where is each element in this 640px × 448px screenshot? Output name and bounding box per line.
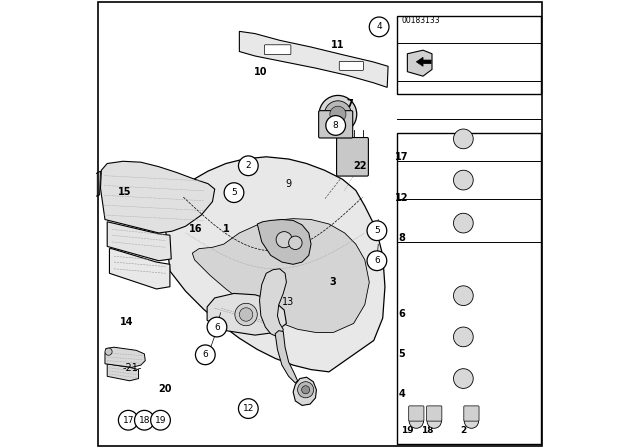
Text: 20: 20 xyxy=(159,384,172,394)
Circle shape xyxy=(454,369,473,388)
Circle shape xyxy=(367,221,387,241)
Polygon shape xyxy=(192,219,369,332)
Text: 5: 5 xyxy=(374,226,380,235)
Polygon shape xyxy=(109,249,170,289)
Circle shape xyxy=(330,106,346,122)
Polygon shape xyxy=(275,331,298,383)
Text: 3: 3 xyxy=(329,277,336,287)
Text: 8: 8 xyxy=(398,233,405,243)
Text: 22: 22 xyxy=(353,161,367,171)
Circle shape xyxy=(239,308,253,321)
Text: 5: 5 xyxy=(231,188,237,197)
Circle shape xyxy=(195,345,215,365)
Text: 2: 2 xyxy=(246,161,251,170)
Text: 6: 6 xyxy=(398,310,405,319)
Circle shape xyxy=(324,101,351,128)
FancyBboxPatch shape xyxy=(397,133,541,444)
Circle shape xyxy=(326,116,346,135)
Circle shape xyxy=(427,414,442,428)
Polygon shape xyxy=(165,157,385,372)
Text: -21-: -21- xyxy=(122,363,141,373)
Circle shape xyxy=(105,348,112,355)
Circle shape xyxy=(134,410,154,430)
Text: 17: 17 xyxy=(122,416,134,425)
Circle shape xyxy=(289,236,302,250)
Text: 12: 12 xyxy=(243,404,254,413)
Text: 16: 16 xyxy=(189,224,202,234)
Circle shape xyxy=(454,213,473,233)
Text: 17: 17 xyxy=(395,152,408,162)
Polygon shape xyxy=(92,171,100,197)
Circle shape xyxy=(150,410,170,430)
Circle shape xyxy=(224,183,244,202)
Polygon shape xyxy=(407,50,432,76)
Text: 14: 14 xyxy=(120,317,133,327)
Text: 15: 15 xyxy=(118,187,132,197)
Circle shape xyxy=(464,414,479,428)
Text: 18: 18 xyxy=(139,416,150,425)
Circle shape xyxy=(454,129,473,149)
Circle shape xyxy=(454,327,473,347)
Circle shape xyxy=(235,303,257,326)
Circle shape xyxy=(454,286,473,306)
Polygon shape xyxy=(239,31,388,87)
Text: 4: 4 xyxy=(376,22,382,31)
Text: 18: 18 xyxy=(421,426,434,435)
Text: 9: 9 xyxy=(285,179,292,189)
Polygon shape xyxy=(105,347,145,367)
Text: 2: 2 xyxy=(460,426,467,435)
FancyBboxPatch shape xyxy=(409,406,424,421)
Text: 6: 6 xyxy=(374,256,380,265)
Text: 4: 4 xyxy=(398,389,405,399)
Circle shape xyxy=(298,382,314,398)
Text: 10: 10 xyxy=(254,67,268,77)
Circle shape xyxy=(454,170,473,190)
Polygon shape xyxy=(257,220,311,264)
FancyBboxPatch shape xyxy=(339,61,364,70)
Text: 19: 19 xyxy=(401,426,413,435)
Polygon shape xyxy=(293,377,316,405)
Circle shape xyxy=(367,251,387,271)
Circle shape xyxy=(118,410,138,430)
Circle shape xyxy=(409,414,424,428)
Circle shape xyxy=(369,17,389,37)
Circle shape xyxy=(239,156,258,176)
Text: 00183133: 00183133 xyxy=(402,16,440,25)
Circle shape xyxy=(239,399,258,418)
FancyBboxPatch shape xyxy=(319,111,353,138)
Polygon shape xyxy=(107,222,172,261)
Text: 19: 19 xyxy=(155,416,166,425)
Text: 6: 6 xyxy=(202,350,208,359)
Polygon shape xyxy=(416,57,431,66)
FancyBboxPatch shape xyxy=(397,16,541,94)
Polygon shape xyxy=(107,364,138,381)
Circle shape xyxy=(276,232,292,248)
Circle shape xyxy=(319,95,356,133)
Polygon shape xyxy=(100,161,214,233)
FancyBboxPatch shape xyxy=(264,45,291,55)
FancyBboxPatch shape xyxy=(427,406,442,421)
Text: 13: 13 xyxy=(282,297,294,307)
Polygon shape xyxy=(260,269,287,337)
Circle shape xyxy=(207,317,227,337)
FancyBboxPatch shape xyxy=(464,406,479,421)
Text: 11: 11 xyxy=(331,40,345,50)
Text: 12: 12 xyxy=(395,193,408,203)
FancyBboxPatch shape xyxy=(337,138,369,176)
Text: 5: 5 xyxy=(398,349,405,359)
Polygon shape xyxy=(207,293,287,335)
Text: 6: 6 xyxy=(214,323,220,332)
Text: 7: 7 xyxy=(347,99,353,109)
Text: 8: 8 xyxy=(333,121,339,130)
Text: 1: 1 xyxy=(223,224,229,234)
Circle shape xyxy=(301,386,310,394)
